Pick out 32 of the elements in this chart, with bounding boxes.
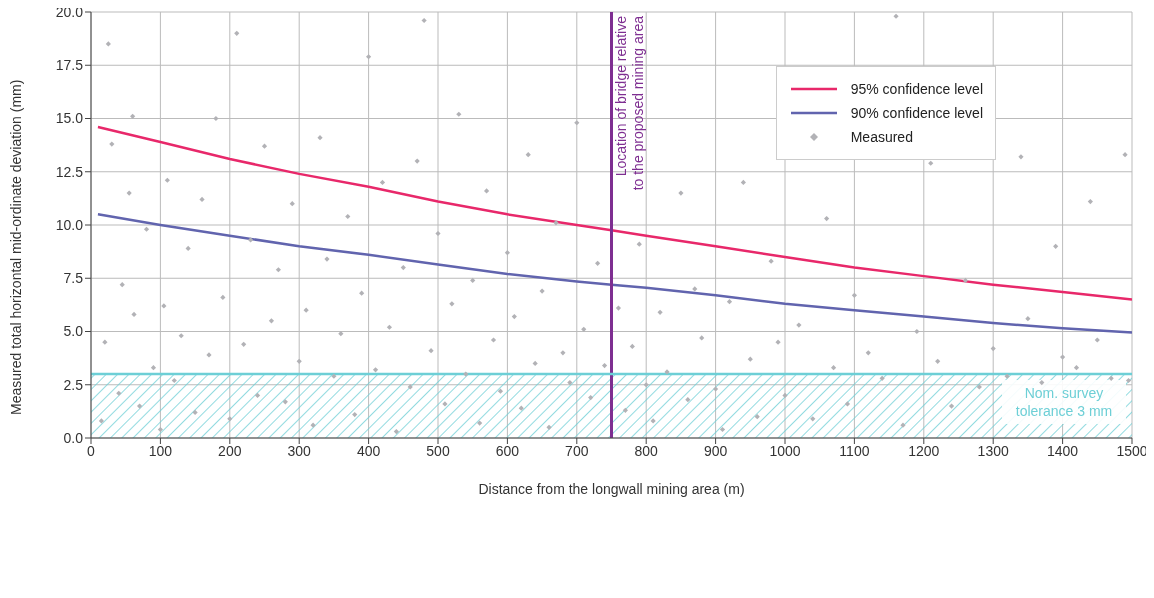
x-tick-label: 1200 [908, 442, 940, 459]
x-tick-label: 800 [634, 442, 659, 459]
x-axis-title: Distance from the longwall mining area (m) [478, 481, 745, 497]
x-tick-label: 1300 [977, 442, 1009, 459]
legend-label: Measured [850, 129, 913, 145]
x-tick-label: 0 [87, 442, 96, 459]
x-tick-label: 600 [495, 442, 520, 459]
legend-label: 90% confidence level [850, 105, 983, 121]
y-tick-label: 7.5 [63, 270, 84, 287]
y-tick-label: 17.5 [55, 57, 84, 74]
y-tick-label: 2.5 [63, 376, 84, 393]
x-tick-label: 700 [565, 442, 589, 459]
x-tick-label: 900 [703, 442, 728, 459]
x-tick-label: 1400 [1047, 442, 1079, 459]
y-tick-label: 20.0 [55, 3, 84, 20]
x-tick-label: 1100 [839, 442, 870, 459]
x-tick-label: 1000 [769, 442, 801, 459]
y-tick-label: 15.0 [55, 110, 84, 127]
x-tick-label: 200 [218, 442, 242, 459]
ref-line-label: Location of bridge relative to the proposed mining area [612, 15, 646, 191]
x-tick-label: 100 [148, 442, 173, 459]
y-tick-label: 0.0 [63, 429, 84, 446]
y-tick-label: 12.5 [55, 163, 84, 180]
legend-label: 95% confidence level [850, 81, 983, 97]
band-label: Nom. survey tolerance 3 mm [1015, 385, 1113, 419]
x-tick-label: 400 [356, 442, 381, 459]
x-tick-label: 500 [426, 442, 450, 459]
y-tick-label: 10.0 [55, 216, 84, 233]
y-tick-label: 5.0 [63, 323, 84, 340]
y-axis-title: Measured total horizontal mid-ordinate deviation (mm) [7, 79, 24, 415]
x-tick-label: 300 [287, 442, 312, 459]
line-series [96, 213, 1132, 334]
